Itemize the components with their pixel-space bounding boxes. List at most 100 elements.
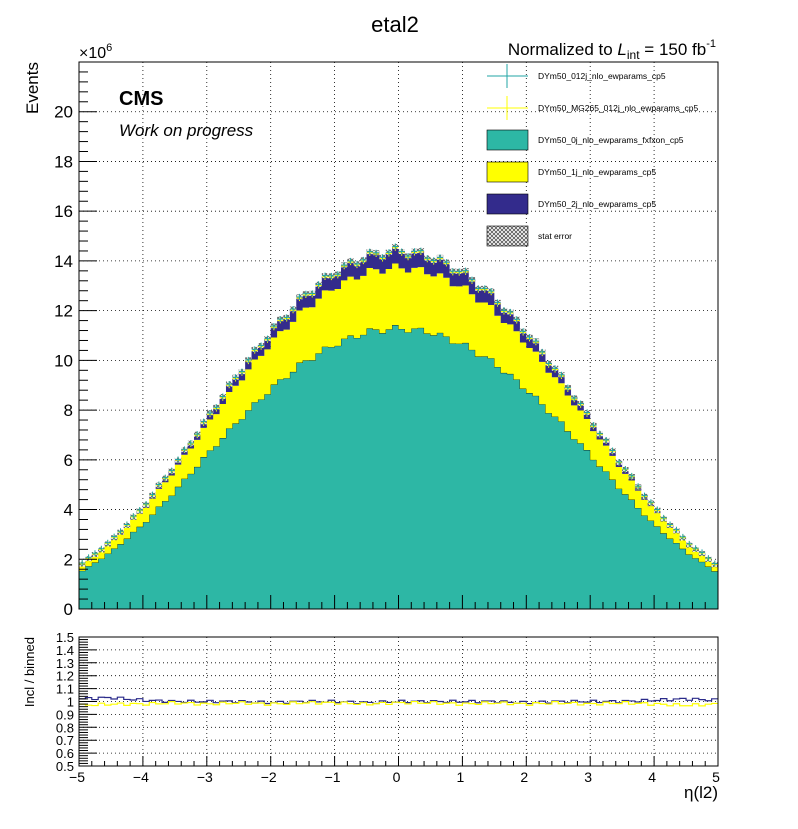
marker-012j <box>443 259 450 266</box>
marker-012j <box>264 335 271 342</box>
main-y-tick-label: 18 <box>54 152 73 171</box>
marker-012j <box>711 560 718 567</box>
marker-012j <box>360 256 367 263</box>
marker-012j <box>328 272 335 279</box>
lumi-value: = 150 fb <box>640 40 707 59</box>
marker-012j <box>475 285 482 292</box>
marker-012j <box>117 528 124 535</box>
marker-012j <box>622 466 629 473</box>
main-y-tick-label: 14 <box>54 252 73 271</box>
marker-012j <box>175 456 182 463</box>
marker-012j <box>532 337 539 344</box>
marker-012j <box>283 314 290 321</box>
marker-012j <box>219 393 226 400</box>
marker-012j <box>187 439 194 446</box>
marker-012j <box>302 290 309 297</box>
marker-012j <box>315 281 322 288</box>
marker-012j <box>590 422 597 429</box>
x-tick-label: −3 <box>197 769 213 785</box>
lumi-sub: int <box>627 48 640 62</box>
marker-012j <box>437 254 444 261</box>
main-y-tick-label: 2 <box>64 550 73 569</box>
ratio-y-tick-label: 1.1 <box>56 682 74 697</box>
main-points <box>79 243 718 568</box>
main-y-tick-label: 10 <box>54 351 73 370</box>
marker-012j <box>635 483 642 490</box>
main-y-tick-label: 6 <box>64 451 73 470</box>
marker-012j <box>699 549 706 556</box>
cms-sublabel: Work on progress <box>119 121 254 140</box>
ratio-y-tick-label: 0.7 <box>56 733 74 748</box>
marker-012j <box>584 409 591 416</box>
marker-012j <box>290 305 297 312</box>
marker-012j <box>238 368 245 375</box>
legend-label: DYm50_1j_nlo_ewparams_cp5 <box>538 167 656 177</box>
ratio-y-tick-label: 1.4 <box>56 643 74 658</box>
marker-012j <box>373 249 380 256</box>
main-y-tick-label: 16 <box>54 202 73 221</box>
marker-012j <box>309 290 316 297</box>
marker-012j <box>322 272 329 279</box>
y-exponent: ×106 <box>79 42 112 62</box>
ratio-y-tick-label: 0.8 <box>56 720 74 735</box>
marker-012j <box>194 431 201 438</box>
ratio-y-tick-label: 1 <box>67 695 74 710</box>
marker-012j <box>667 521 674 528</box>
marker-012j <box>79 560 86 567</box>
main-y-tick-label: 8 <box>64 401 73 420</box>
legend-entry: stat error <box>486 225 572 247</box>
lumi-sup: -1 <box>706 38 716 50</box>
main-ticks <box>78 61 706 610</box>
ratio-y-tick-label: 1.3 <box>56 656 74 671</box>
exponent-power: 6 <box>106 42 112 54</box>
marker-012j <box>641 492 648 499</box>
x-tick-label: 5 <box>712 769 720 785</box>
legend-entry: DYm50_MG265_012j_nlo_ewparams_cp5 <box>487 96 698 120</box>
marker-012j <box>609 447 616 454</box>
marker-012j <box>405 253 412 260</box>
legend: DYm50_012j_nlo_ewparams_cp5 DYm50_MG265_0… <box>486 64 698 247</box>
marker-012j <box>417 247 424 254</box>
marker-012j <box>647 499 654 506</box>
marker-012j <box>213 404 220 411</box>
marker-012j <box>353 260 360 267</box>
marker-012j <box>341 261 348 268</box>
ratio-y-tick-label: 1.5 <box>56 630 74 645</box>
marker-012j <box>462 267 469 274</box>
marker-012j <box>564 384 571 391</box>
marker-012j <box>571 395 578 402</box>
marker-012j <box>507 308 514 315</box>
x-tick-label: 1 <box>457 769 465 785</box>
lumi-label: Normalized to Lint = 150 fb-1 <box>508 38 716 62</box>
stack-layer-1j <box>79 263 718 572</box>
ratio-y-axis-label: Incl / binned <box>22 637 37 707</box>
ratio-lines <box>79 696 718 707</box>
marker-012j <box>334 271 341 278</box>
main-y-tick-label: 12 <box>54 302 73 321</box>
marker-012j <box>660 514 667 521</box>
marker-012j <box>603 436 610 443</box>
legend-entry: DYm50_012j_nlo_ewparams_cp5 <box>487 64 666 88</box>
marker-012j <box>149 491 156 498</box>
ratio-y-tick-label: 1.2 <box>56 669 74 684</box>
legend-label: DYm50_012j_nlo_ewparams_cp5 <box>538 71 666 81</box>
marker-012j <box>545 360 552 367</box>
legend-entry: DYm50_0j_nlo_ewparams_fxfxon_cp5 <box>486 129 684 151</box>
marker-012j <box>232 374 239 381</box>
legend-label: DYm50_MG265_012j_nlo_ewparams_cp5 <box>538 103 698 113</box>
marker-012j <box>136 506 143 513</box>
marker-012j <box>628 472 635 479</box>
main-y-tick-labels: 0 2 4 6 8 10 12 14 16 18 20 <box>54 103 73 619</box>
ratio-line-1 <box>79 700 718 707</box>
marker-012j <box>226 380 233 387</box>
legend-label: stat error <box>538 231 572 241</box>
marker-012j <box>296 293 303 300</box>
marker-012j <box>673 526 680 533</box>
lumi-symbol: L <box>617 40 626 59</box>
marker-012j <box>596 430 603 437</box>
marker-012j <box>679 533 686 540</box>
marker-012j <box>456 268 463 275</box>
marker-012j <box>558 371 565 378</box>
cms-label: CMS <box>119 88 163 110</box>
